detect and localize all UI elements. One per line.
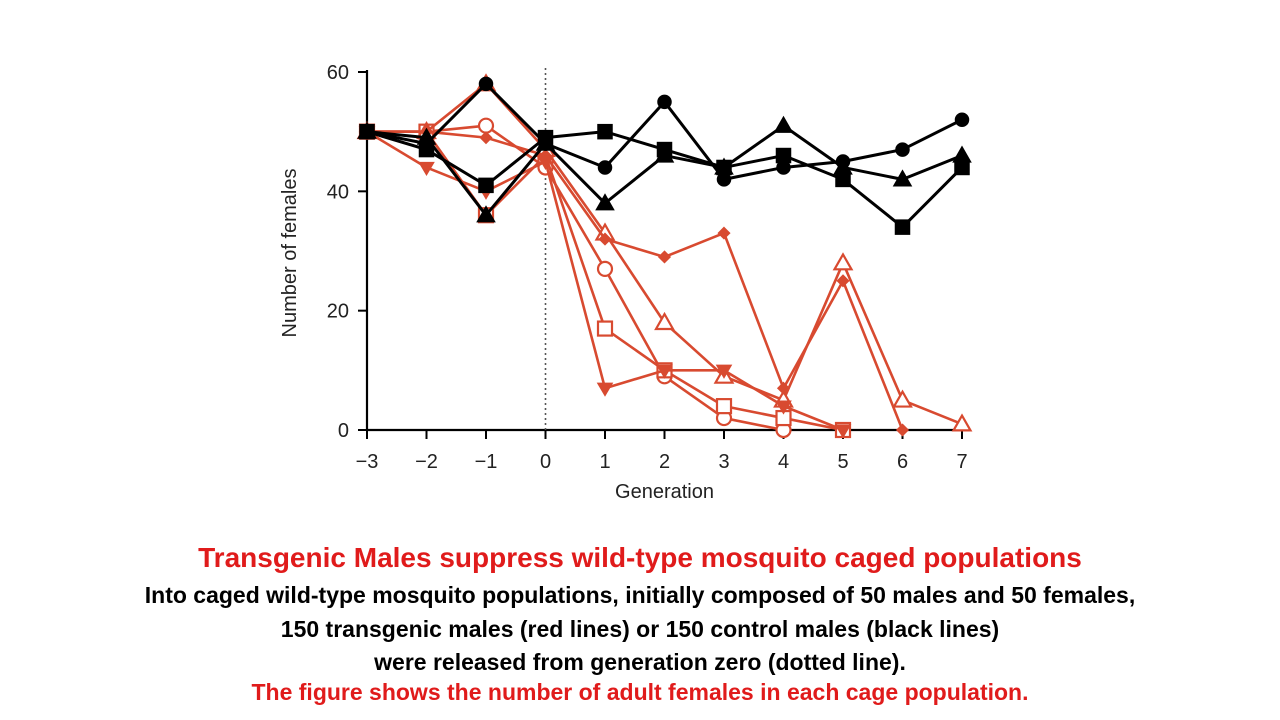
y-tick-label: 40 [327,181,349,203]
data-point [654,145,675,163]
data-point [773,115,794,133]
caption-title: Transgenic Males suppress wild-type mosq… [198,542,1082,573]
x-tick-label: 1 [599,451,610,473]
data-point [951,413,973,432]
data-point [775,400,792,415]
data-point [894,219,911,235]
x-tick-label: 3 [718,451,729,473]
data-point [895,142,910,157]
data-point [537,155,554,170]
data-point [892,169,913,187]
data-point [478,177,494,194]
y-tick-label: 60 [327,62,349,84]
data-point [416,127,437,145]
data-point [717,226,731,240]
data-point [715,364,733,379]
data-point [597,123,613,140]
x-tick-label: 4 [778,451,789,473]
data-point [714,157,734,175]
series-control-square [359,123,970,235]
caption-line-1: Into caged wild-type mosquito population… [144,582,1136,608]
data-point [952,145,972,163]
x-tick-label: 5 [837,451,848,473]
data-point [357,121,377,139]
data-point [954,112,970,127]
data-point [478,76,494,92]
data-point [479,131,493,145]
data-point [776,381,791,395]
series-line [367,130,904,431]
series-line [367,124,784,432]
data-point [595,193,615,211]
series-control-triangle [357,115,972,223]
data-point [477,117,495,134]
data-point [596,260,614,277]
data-point [598,232,612,246]
data-point [775,147,792,164]
data-point [892,389,913,408]
y-tick-label: 20 [327,301,349,323]
data-point [895,423,910,437]
caption-line-2: 150 transgenic males (red lines) or 150 … [280,616,1000,642]
x-tick-label: 7 [956,451,967,473]
data-point [832,252,854,271]
data-point [597,160,613,175]
x-axis-title: Generation [615,481,714,503]
x-tick-label: −1 [475,451,498,473]
x-tick-label: 0 [540,451,551,473]
axis-labels: 0 20 40 60 −3 −2 −1 0 1 2 3 4 5 6 7 Generation Number of… [279,62,968,503]
population-chart: 0 20 40 60 −3 −2 −1 0 1 2 3 4 5 6 7 Generation Number of… [279,62,973,503]
caption-line-4: The figure shows the number of adult fem… [251,679,1029,705]
series-layer [356,73,973,439]
caption-line-3: were released from generation zero (dott… [374,649,906,675]
data-point [834,424,852,439]
data-point [657,94,672,110]
data-point [657,250,672,264]
data-point [836,274,850,288]
axes [358,68,963,439]
data-point [833,157,853,175]
y-axis-title: Number of females [279,169,301,338]
data-point [476,205,496,223]
data-point [596,320,614,337]
x-tick-label: 6 [897,451,908,473]
data-point [596,382,614,397]
data-point [715,398,733,415]
x-tick-label: −3 [356,451,379,473]
data-point [656,364,673,379]
data-point [418,161,435,176]
y-tick-label: 0 [338,420,349,442]
x-tick-label: −2 [415,451,438,473]
data-point [654,311,675,331]
x-tick-label: 2 [659,451,670,473]
data-point [535,133,556,151]
